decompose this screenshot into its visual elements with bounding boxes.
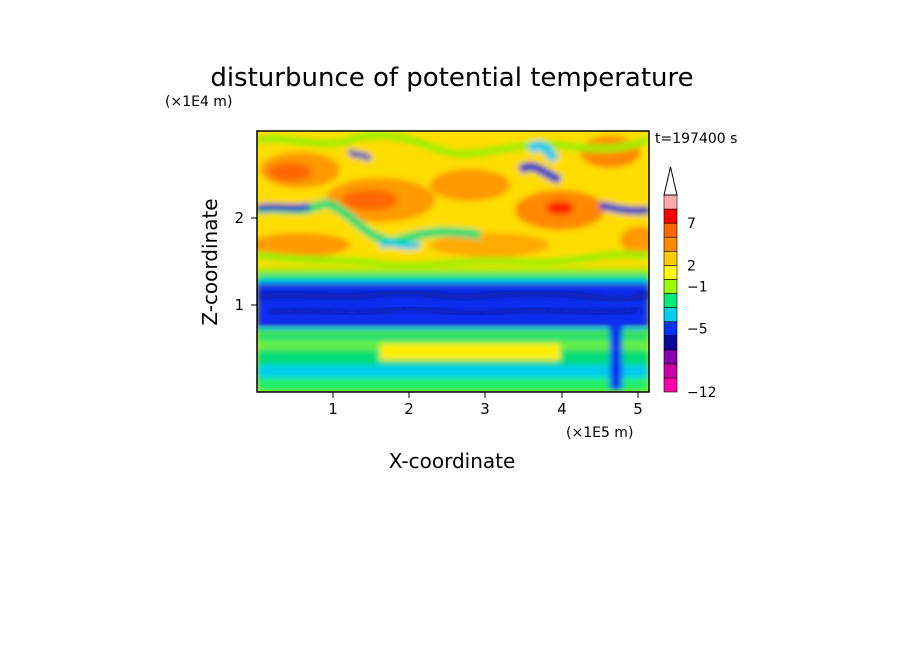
y-axis-unit: (×1E4 m) (165, 94, 232, 110)
colorbar-tick-label: −1 (687, 279, 708, 295)
chart-title: disturbunce of potential temperature (210, 63, 693, 93)
x-tick-label: 4 (557, 400, 567, 418)
y-tick-label: 2 (234, 209, 244, 227)
x-axis-unit: (×1E5 m) (566, 425, 633, 441)
colorbar-extend-arrow (663, 166, 678, 196)
negative-layer (257, 284, 649, 332)
colorbar-swatch (663, 265, 678, 280)
y-tick-label: 1 (234, 296, 244, 314)
colorbar-tick-label: 7 (687, 216, 696, 232)
colorbar-swatch (663, 363, 678, 379)
colorbar-swatch (663, 321, 678, 337)
plot-frame (256, 130, 650, 393)
x-tick-label: 1 (328, 400, 338, 418)
colorbar-swatch (663, 377, 678, 393)
colorbar-swatch (663, 307, 678, 322)
colorbar-swatch (663, 349, 678, 365)
colorbar-swatch (663, 208, 678, 224)
colorbar-tick-label: 2 (687, 258, 696, 274)
upper-warm-region (257, 131, 649, 271)
colorbar-tick-label: −5 (687, 322, 708, 338)
colorbar: −12−5−127 (663, 166, 717, 401)
colorbar-swatch (663, 293, 678, 308)
lower-region (257, 320, 649, 392)
x-axis: 1 2 3 4 5 (×1E5 m) X-coordinate (328, 392, 643, 473)
colorbar-swatch (663, 222, 678, 238)
x-axis-label: X-coordinate (389, 449, 516, 473)
y-axis: 1 2 Z-coordinate (198, 198, 257, 326)
x-tick-label: 3 (480, 400, 490, 418)
colorbar-tick-label: −12 (687, 385, 717, 401)
time-annotation: t=197400 s (655, 131, 737, 147)
colorbar-swatch (663, 194, 678, 210)
colorbar-swatch (663, 279, 678, 294)
colorbar-swatch (663, 250, 678, 266)
colorbar-swatch (663, 236, 678, 252)
y-axis-label: Z-coordinate (198, 198, 222, 325)
x-tick-label: 5 (633, 400, 643, 418)
colorbar-swatch (663, 335, 678, 351)
heatmap-field (257, 131, 649, 392)
x-tick-label: 2 (404, 400, 414, 418)
